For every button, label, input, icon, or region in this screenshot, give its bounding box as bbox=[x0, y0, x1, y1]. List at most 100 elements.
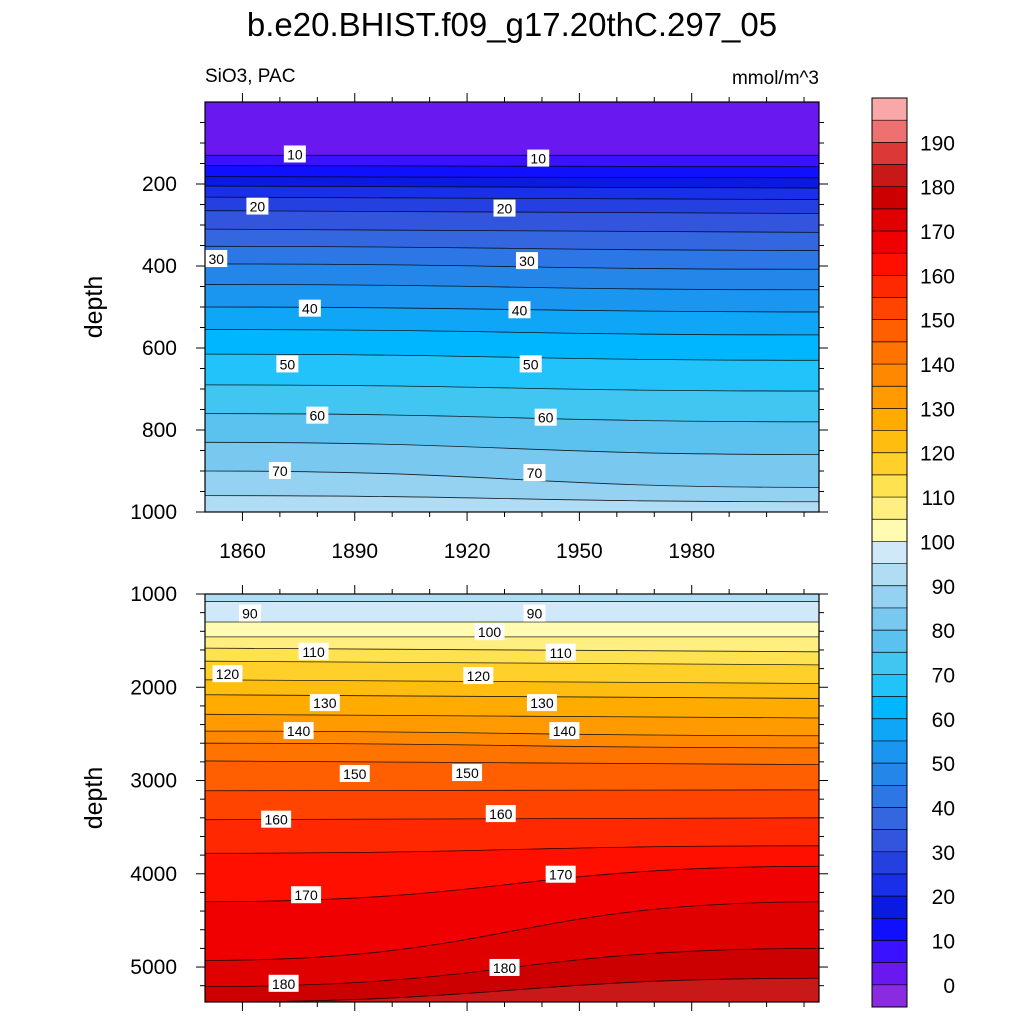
contour-label: 130 bbox=[313, 695, 337, 711]
colorbar-swatch bbox=[872, 652, 907, 675]
contour-line bbox=[205, 845, 819, 854]
contour-line bbox=[205, 495, 819, 503]
contour-line bbox=[205, 196, 819, 200]
colorbar: 0 10 20 30 40 50 60 70 80 90 100 110 120 130 140 150 160… bbox=[871, 97, 955, 1008]
contour-label-bg bbox=[291, 886, 322, 904]
colorbar-label: 0 bbox=[943, 975, 955, 998]
colorbar-label: 110 bbox=[922, 487, 955, 510]
contour-label: 120 bbox=[467, 668, 491, 684]
contour-label: 90 bbox=[242, 606, 258, 622]
contour-label: 170 bbox=[294, 887, 318, 903]
contour-label: 10 bbox=[530, 151, 546, 167]
contour-label-bg bbox=[523, 604, 546, 622]
colorbar-swatch bbox=[872, 918, 907, 941]
contour-label: 180 bbox=[493, 960, 517, 976]
colorbar-label: 150 bbox=[920, 310, 955, 333]
colorbar-label: 30 bbox=[932, 842, 955, 865]
contour-label-bg bbox=[212, 665, 243, 683]
contour-label: 110 bbox=[302, 644, 325, 660]
contour-line bbox=[205, 470, 819, 488]
contour-line bbox=[205, 284, 819, 291]
contour-label-bg bbox=[298, 299, 321, 317]
colorbar-swatch bbox=[872, 408, 907, 431]
colorbar-swatch bbox=[872, 718, 907, 742]
colorbar-label: 100 bbox=[920, 531, 955, 554]
plot-frame bbox=[204, 593, 820, 1003]
y-tick-label: 1000 bbox=[130, 583, 177, 606]
colorbar-swatch bbox=[872, 120, 907, 143]
contour-line bbox=[205, 185, 819, 189]
contour-label: 60 bbox=[538, 410, 554, 426]
colorbar-swatch bbox=[872, 319, 907, 343]
contour-label: 180 bbox=[272, 976, 296, 992]
contour-label: 20 bbox=[497, 201, 513, 217]
panels-group: 10 10 20 20 30 30 40 40 50 50 60 60 70 70 1860 1890 1920… bbox=[80, 93, 828, 1011]
contour-label-bg bbox=[534, 408, 557, 426]
contour-label-bg bbox=[246, 197, 269, 215]
colorbar-label: 50 bbox=[932, 753, 955, 776]
contour-label-bg bbox=[283, 722, 314, 740]
chart-title: b.e20.BHIST.f09_g17.20thC.297_05 bbox=[247, 6, 777, 43]
contour-line bbox=[205, 977, 819, 1002]
contour-label-bg bbox=[309, 694, 340, 712]
contour-label-bg bbox=[508, 301, 531, 319]
colorbar-label: 40 bbox=[932, 797, 955, 820]
contour-label-bg bbox=[515, 252, 538, 270]
colorbar-swatch bbox=[872, 829, 907, 853]
colorbar-swatch bbox=[872, 962, 907, 986]
colorbar-swatch bbox=[872, 851, 907, 875]
contour-label-bg bbox=[549, 722, 580, 740]
contour-label: 160 bbox=[489, 806, 513, 822]
colorbar-swatch bbox=[872, 940, 907, 963]
contour-label-bg bbox=[519, 355, 542, 373]
contour-label-bg bbox=[527, 149, 550, 167]
contour-label-bg bbox=[298, 642, 329, 660]
y-tick-label: 1000 bbox=[130, 501, 177, 524]
contour-label: 40 bbox=[512, 302, 528, 318]
contour-label: 150 bbox=[455, 765, 479, 781]
colorbar-label: 140 bbox=[920, 354, 955, 377]
y-axis-label: depth bbox=[80, 767, 108, 830]
contour-label-bg bbox=[463, 667, 494, 685]
colorbar-swatch bbox=[872, 674, 907, 697]
contour-label: 70 bbox=[272, 463, 288, 479]
contour-label-bg bbox=[545, 865, 576, 883]
colorbar-swatch bbox=[872, 164, 907, 187]
contour-line bbox=[205, 730, 819, 737]
contour-label-bg bbox=[474, 623, 505, 641]
contour-label: 110 bbox=[550, 645, 573, 661]
x-tick-label: 1950 bbox=[556, 540, 603, 563]
contour-line bbox=[205, 263, 819, 270]
contour-label-bg bbox=[452, 764, 483, 782]
contour-label: 20 bbox=[250, 199, 266, 215]
contour-line bbox=[205, 742, 819, 749]
contour-label: 130 bbox=[530, 695, 554, 711]
colorbar-swatch bbox=[872, 896, 907, 919]
y-axis-label: depth bbox=[80, 276, 108, 339]
y-tick-label: 400 bbox=[142, 255, 177, 278]
contour-label-bg bbox=[489, 958, 520, 976]
colorbar-swatch bbox=[872, 452, 907, 476]
x-tick-label: 1890 bbox=[331, 540, 378, 563]
colorbar-label: 70 bbox=[932, 664, 955, 687]
y-tick-label: 200 bbox=[142, 173, 177, 196]
y-tick-label: 3000 bbox=[130, 770, 177, 793]
colorbar-swatch bbox=[872, 696, 907, 720]
colorbar-swatch bbox=[872, 341, 907, 365]
contour-label-bg bbox=[268, 462, 291, 479]
contour-label: 60 bbox=[310, 408, 326, 424]
contour-line bbox=[205, 901, 819, 961]
contour-label-bg bbox=[339, 764, 370, 782]
contour-label: 150 bbox=[343, 766, 367, 782]
colorbar-swatch bbox=[872, 984, 907, 1008]
contour-label: 100 bbox=[478, 624, 502, 640]
contour-label: 120 bbox=[216, 666, 240, 682]
contour-label: 140 bbox=[553, 723, 577, 739]
contour-label-bg bbox=[238, 604, 261, 622]
contour-line bbox=[205, 789, 819, 792]
colorbar-swatch bbox=[872, 763, 907, 786]
colorbar-label: 180 bbox=[920, 177, 955, 200]
contour-label: 160 bbox=[264, 812, 288, 828]
contour-label-bg bbox=[485, 805, 516, 823]
